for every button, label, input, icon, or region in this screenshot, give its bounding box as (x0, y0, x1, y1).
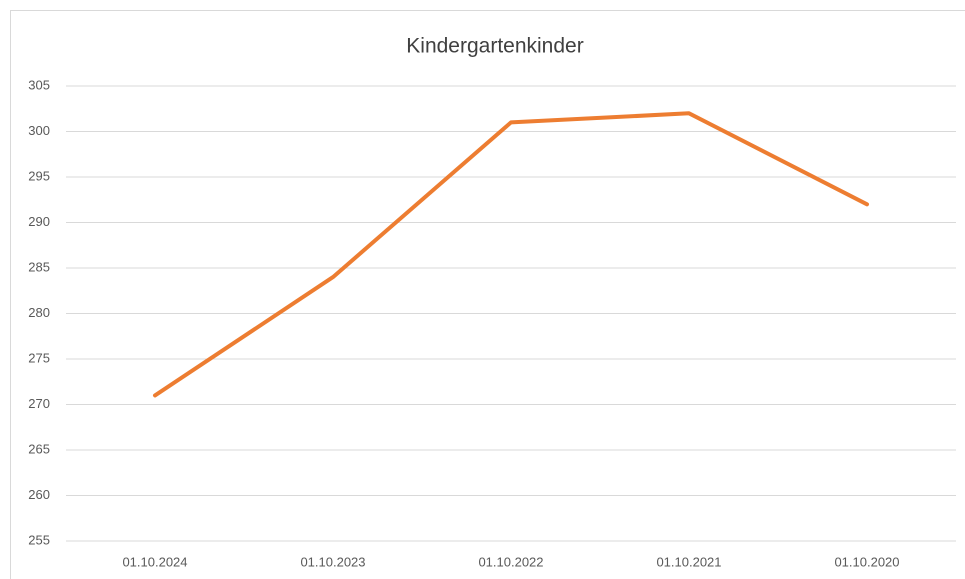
x-tick-label: 01.10.2020 (834, 554, 899, 569)
y-tick-label: 270 (28, 396, 50, 411)
x-tick-label: 01.10.2023 (300, 554, 365, 569)
y-tick-label: 290 (28, 214, 50, 229)
x-tick-label: 01.10.2024 (122, 554, 187, 569)
y-tick-label: 305 (28, 77, 50, 92)
y-tick-label: 280 (28, 305, 50, 320)
line-series (153, 111, 869, 398)
y-tick-label: 265 (28, 441, 50, 456)
x-tick-label: 01.10.2022 (478, 554, 543, 569)
y-tick-label: 275 (28, 350, 50, 365)
y-tick-label: 285 (28, 259, 50, 274)
y-tick-label: 255 (28, 532, 50, 547)
chart-title: Kindergartenkinder (406, 35, 583, 58)
x-tick-label: 01.10.2021 (656, 554, 721, 569)
y-tick-label: 295 (28, 168, 50, 183)
y-tick-label: 260 (28, 487, 50, 502)
chart-border (10, 10, 965, 579)
y-tick-label: 300 (28, 123, 50, 138)
